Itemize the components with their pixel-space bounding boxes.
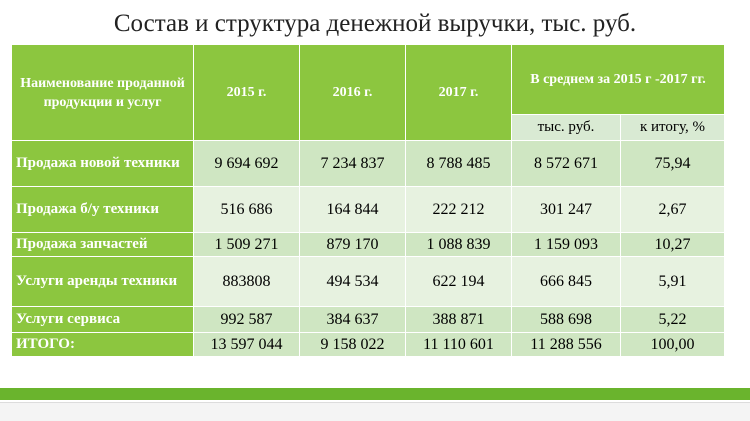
table-row: Услуги аренды техники 883808 494 534 622… <box>11 256 726 307</box>
table-row: Услуги сервиса 992 587 384 637 388 871 5… <box>11 306 726 333</box>
cell-average: 666 845 <box>511 256 621 307</box>
cell-2017: 222 212 <box>405 186 512 233</box>
cell-share: 100,00 <box>619 332 726 357</box>
row-label: Услуги аренды техники <box>11 256 194 307</box>
cell-2015: 883808 <box>193 256 300 307</box>
row-label: Продажа б/у техники <box>11 186 194 233</box>
revenue-table: Наименование проданной продукции и услуг… <box>11 44 726 357</box>
slide-title: Состав и структура денежной выручки, тыс… <box>113 10 637 37</box>
cell-average: 1 159 093 <box>511 232 621 257</box>
row-label: Продажа новой техники <box>11 140 194 187</box>
cell-average: 301 247 <box>511 186 621 233</box>
cell-2015: 516 686 <box>193 186 300 233</box>
cell-2017: 622 194 <box>405 256 512 307</box>
header-average: В среднем за 2015 г -2017 гг. <box>510 44 726 115</box>
table-row: Продажа б/у техники 516 686 164 844 222 … <box>11 186 726 233</box>
cell-2016: 9 158 022 <box>299 332 406 357</box>
header-product-name: Наименование проданной продукции и услуг <box>11 44 194 141</box>
cell-share: 5,22 <box>619 306 726 333</box>
header-row: Наименование проданной продукции и услуг… <box>11 44 726 141</box>
cell-average: 11 288 556 <box>511 332 621 357</box>
cell-2017: 8 788 485 <box>405 140 512 187</box>
header-2015: 2015 г. <box>193 44 300 141</box>
subheader-avg-share: к итогу, % <box>619 114 726 141</box>
cell-share: 75,94 <box>619 140 726 187</box>
cell-average: 8 572 671 <box>511 140 621 187</box>
cell-2015: 9 694 692 <box>193 140 300 187</box>
subheader-row: тыс. руб. к итогу, % <box>12 114 726 141</box>
cell-share: 5,91 <box>619 256 726 307</box>
cell-2015: 1 509 271 <box>193 232 300 257</box>
footer-accent-bar <box>0 388 750 400</box>
cell-share: 2,67 <box>619 186 726 233</box>
cell-share: 10,27 <box>619 232 726 257</box>
cell-2016: 7 234 837 <box>299 140 406 187</box>
cell-2016: 384 637 <box>299 306 406 333</box>
cell-2016: 494 534 <box>299 256 406 307</box>
cell-2016: 164 844 <box>299 186 406 233</box>
cell-2017: 388 871 <box>405 306 512 333</box>
row-label: ИТОГО: <box>11 332 194 357</box>
cell-2015: 992 587 <box>193 306 300 333</box>
header-2017: 2017 г. <box>405 44 512 141</box>
total-row: ИТОГО: 13 597 044 9 158 022 11 110 601 1… <box>11 332 726 357</box>
cell-2015: 13 597 044 <box>193 332 300 357</box>
cell-average: 588 698 <box>511 306 621 333</box>
cell-2017: 1 088 839 <box>405 232 512 257</box>
header-2016: 2016 г. <box>299 44 406 141</box>
row-label: Продажа запчастей <box>11 232 194 257</box>
subheader-avg-value: тыс. руб. <box>511 114 621 141</box>
cell-2017: 11 110 601 <box>405 332 512 357</box>
table-row: Продажа новой техники 9 694 692 7 234 83… <box>11 140 726 187</box>
row-label: Услуги сервиса <box>11 306 194 333</box>
table-row: Продажа запчастей 1 509 271 879 170 1 08… <box>11 232 726 257</box>
footer-strip <box>0 402 750 421</box>
cell-2016: 879 170 <box>299 232 406 257</box>
